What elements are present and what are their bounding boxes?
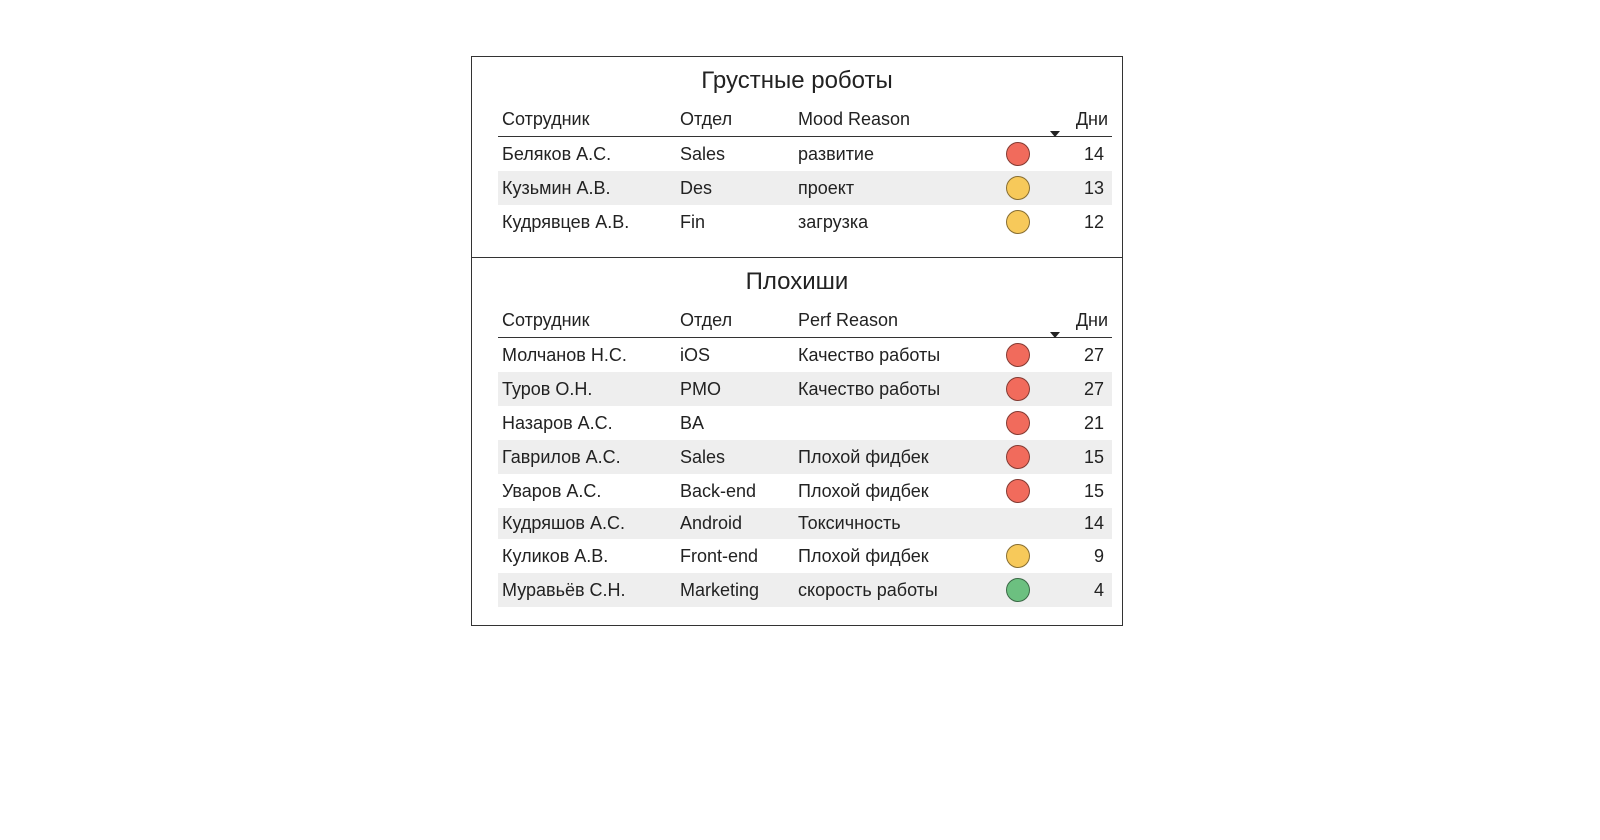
table-row[interactable]: Назаров А.С.BA 21: [498, 406, 1112, 440]
cell-reason: Плохой фидбек: [794, 539, 992, 573]
cell-employee: Кудрявцев А.В.: [498, 205, 676, 239]
cell-employee: Кудряшов А.С.: [498, 508, 676, 539]
status-dot-green: [1006, 578, 1030, 602]
status-dot-amber: [1006, 176, 1030, 200]
col-header-days-label: Дни: [1076, 109, 1108, 130]
cell-reason: Токсичность: [794, 508, 992, 539]
cell-days: 9: [1044, 539, 1112, 573]
col-header-dept[interactable]: Отдел: [676, 103, 794, 137]
section-title: Плохиши: [498, 268, 1096, 296]
table-row[interactable]: Молчанов Н.С.iOSКачество работы 27: [498, 338, 1112, 373]
cell-reason: Плохой фидбек: [794, 440, 992, 474]
cell-status: [992, 372, 1044, 406]
cell-employee: Туров О.Н.: [498, 372, 676, 406]
status-dot-red: [1006, 445, 1030, 469]
cell-days: 12: [1044, 205, 1112, 239]
table-row[interactable]: Кудряшов А.С.AndroidТоксичность 14: [498, 508, 1112, 539]
col-header-dept[interactable]: Отдел: [676, 304, 794, 338]
cell-reason: развитие: [794, 137, 992, 172]
cell-status: [992, 474, 1044, 508]
data-table: СотрудникОтделPerf Reason Дни Молчанов Н.С…: [498, 304, 1112, 607]
col-header-days[interactable]: Дни: [1044, 103, 1112, 137]
status-dot-red: [1006, 411, 1030, 435]
cell-dept: Marketing: [676, 573, 794, 607]
cell-employee: Кузьмин А.В.: [498, 171, 676, 205]
col-header-days[interactable]: Дни: [1044, 304, 1112, 338]
cell-employee: Уваров А.С.: [498, 474, 676, 508]
cell-reason: проект: [794, 171, 992, 205]
cell-employee: Назаров А.С.: [498, 406, 676, 440]
cell-reason: Качество работы: [794, 372, 992, 406]
cell-status: [992, 440, 1044, 474]
cell-dept: Sales: [676, 137, 794, 172]
section-bad-guys: Плохиши СотрудникОтделPerf Reason Дни Молча…: [472, 257, 1122, 625]
cell-dept: Fin: [676, 205, 794, 239]
table-row[interactable]: Куликов А.В.Front-endПлохой фидбек 9: [498, 539, 1112, 573]
status-dot-red: [1006, 343, 1030, 367]
cell-days: 14: [1044, 508, 1112, 539]
cell-dept: Sales: [676, 440, 794, 474]
col-header-status[interactable]: [992, 103, 1044, 137]
status-dot-red: [1006, 142, 1030, 166]
cell-dept: Front-end: [676, 539, 794, 573]
cell-dept: PMO: [676, 372, 794, 406]
cell-days: 21: [1044, 406, 1112, 440]
col-header-reason[interactable]: Perf Reason: [794, 304, 992, 338]
cell-dept: BA: [676, 406, 794, 440]
col-header-reason[interactable]: Mood Reason: [794, 103, 992, 137]
col-header-employee[interactable]: Сотрудник: [498, 103, 676, 137]
cell-employee: Гаврилов А.С.: [498, 440, 676, 474]
table-row[interactable]: Кузьмин А.В.Desпроект 13: [498, 171, 1112, 205]
cell-status: [992, 508, 1044, 539]
cell-status: [992, 205, 1044, 239]
cell-status: [992, 539, 1044, 573]
cell-days: 15: [1044, 440, 1112, 474]
report-panel: Грустные роботыСотрудникОтделMood Reason…: [471, 56, 1123, 626]
table-row[interactable]: Уваров А.С.Back-endПлохой фидбек 15: [498, 474, 1112, 508]
table-row[interactable]: Беляков А.С.Salesразвитие 14: [498, 137, 1112, 172]
cell-dept: Back-end: [676, 474, 794, 508]
cell-reason: Плохой фидбек: [794, 474, 992, 508]
status-dot-red: [1006, 377, 1030, 401]
cell-days: 15: [1044, 474, 1112, 508]
cell-employee: Беляков А.С.: [498, 137, 676, 172]
cell-reason: [794, 406, 992, 440]
col-header-status[interactable]: [992, 304, 1044, 338]
cell-days: 4: [1044, 573, 1112, 607]
cell-status: [992, 171, 1044, 205]
cell-dept: iOS: [676, 338, 794, 373]
cell-reason: Качество работы: [794, 338, 992, 373]
cell-status: [992, 137, 1044, 172]
cell-days: 27: [1044, 372, 1112, 406]
section-title: Грустные роботы: [498, 67, 1096, 95]
cell-employee: Молчанов Н.С.: [498, 338, 676, 373]
cell-days: 14: [1044, 137, 1112, 172]
cell-reason: скорость работы: [794, 573, 992, 607]
col-header-days-label: Дни: [1076, 310, 1108, 331]
cell-status: [992, 573, 1044, 607]
cell-days: 13: [1044, 171, 1112, 205]
section-sad-robots: Грустные роботы СотрудникОтделMood Reason…: [472, 57, 1122, 257]
cell-dept: Des: [676, 171, 794, 205]
cell-employee: Куликов А.В.: [498, 539, 676, 573]
cell-dept: Android: [676, 508, 794, 539]
table-row[interactable]: Туров О.Н.PMOКачество работы 27: [498, 372, 1112, 406]
sort-desc-icon: [1050, 131, 1060, 137]
cell-status: [992, 406, 1044, 440]
status-dot-amber: [1006, 210, 1030, 234]
col-header-employee[interactable]: Сотрудник: [498, 304, 676, 338]
data-table: СотрудникОтделMood Reason Дни Беляков А.С.…: [498, 103, 1112, 239]
table-row[interactable]: Муравьёв С.Н.Marketingскорость работы 4: [498, 573, 1112, 607]
status-dot-amber: [1006, 544, 1030, 568]
cell-status: [992, 338, 1044, 373]
cell-employee: Муравьёв С.Н.: [498, 573, 676, 607]
cell-reason: загрузка: [794, 205, 992, 239]
cell-days: 27: [1044, 338, 1112, 373]
sort-desc-icon: [1050, 332, 1060, 338]
status-dot-red: [1006, 479, 1030, 503]
table-row[interactable]: Кудрявцев А.В.Finзагрузка 12: [498, 205, 1112, 239]
table-row[interactable]: Гаврилов А.С.SalesПлохой фидбек 15: [498, 440, 1112, 474]
